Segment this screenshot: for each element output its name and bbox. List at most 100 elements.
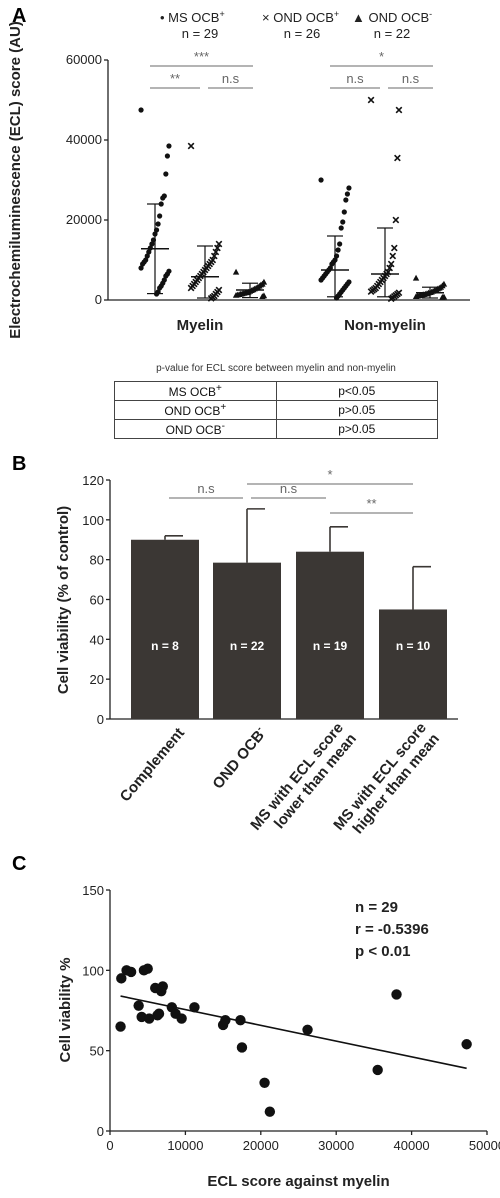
data-point [133,1000,144,1011]
y-tick-label: 40000 [66,132,102,147]
x-tick-label: 30000 [318,1138,354,1153]
x-tick-label: 40000 [394,1138,430,1153]
y-tick-label: 150 [82,883,104,898]
significance-label: n.s [346,71,364,86]
x-category-label: Non-myelin [344,317,426,334]
legend-entry: • MS OCB+ [160,9,225,25]
data-point [232,268,240,275]
pvalue-row-label: OND OCB+ [114,400,277,420]
x-category-sup: - [254,724,265,734]
y-tick-label: 120 [82,473,104,488]
data-point [214,244,221,252]
data-point [210,252,218,260]
significance-label: * [327,467,332,482]
data-point [264,1106,276,1117]
significance-label: n.s [222,71,240,86]
data-point [390,244,398,252]
y-tick-label: 40 [90,632,104,647]
data-point [391,989,402,1000]
legend-n: n = 26 [284,26,321,41]
regression-line [120,995,467,1070]
significance-label: * [379,49,384,64]
data-point [340,219,346,225]
pvalue-row-value: p<0.05 [275,381,438,401]
data-point [142,963,153,974]
legend-sup: + [334,9,339,19]
bar-n-label: n = 22 [230,639,265,653]
y-tick-label: 20 [90,672,104,687]
data-point [346,185,352,191]
data-point [187,284,195,292]
data-point [302,1024,313,1035]
data-point [341,209,347,215]
data-point [461,1039,472,1050]
legend-entry: × OND OCB+ [262,9,339,25]
stats-label: n = 29 [355,899,398,916]
data-point [412,274,420,281]
panel-a-chart: 0 20000 40000 60000 Electrochemiluminescence… [7,9,470,339]
legend-label: OND OCB [273,10,334,25]
y-axis-title: Cell viability % [57,957,74,1062]
y-tick-label: 20000 [66,212,102,227]
data-point [144,253,150,259]
data-point [343,197,349,203]
data-point [259,293,266,299]
data-point [189,1002,200,1013]
y-axis-title: Electrochemiluminescence (ECL) score (AU… [7,21,24,339]
data-point [329,261,335,267]
pvalue-row: OND OCB+ p>0.05 [114,400,438,420]
data-point [155,221,161,227]
significance-label: n.s [402,71,420,86]
significance-label: *** [194,49,209,64]
legend-marker: • [160,10,168,25]
data-point [232,292,240,298]
pvalue-row: MS OCB+ p<0.05 [114,381,438,401]
x-tick-label: 10000 [167,1138,203,1153]
panel-c-chart: 0 50 100 150 0 10000 20000 30000 40000 50000 Cell … [57,883,500,1190]
legend-label: MS OCB [168,10,219,25]
data-point [115,1021,126,1032]
bar [296,551,364,719]
legend-entry: ▲ OND OCB- [352,9,432,25]
pvalue-row-label: OND OCB- [114,419,277,439]
x-category-text: OND OCB [209,727,268,792]
data-point [140,261,146,267]
x-category-label: Myelin [177,317,224,334]
data-point [144,1013,155,1024]
data-point [163,273,169,279]
data-point [367,96,375,104]
panel-b-label: B [12,453,26,475]
data-point [236,1042,248,1053]
y-tick-label: 100 [82,963,104,978]
pvalue-table-title: p-value for ECL score between myelin and… [156,363,396,374]
data-point [215,240,223,248]
legend-sup: + [219,9,224,19]
data-point [318,177,324,183]
pvalue-row-value: p>0.05 [275,419,438,439]
data-point [318,277,324,283]
data-point [187,142,195,150]
bar-n-label: n = 10 [396,639,431,653]
y-tick-label: 0 [95,292,102,307]
data-point [157,213,163,219]
significance-label: n.s [197,481,215,496]
data-point [138,265,144,271]
x-category-text: Complement [117,725,188,806]
data-point [212,248,220,256]
data-point [338,225,344,231]
data-point [125,966,137,978]
significance-label: ** [170,71,180,86]
data-point [116,973,127,984]
data-point [146,249,152,255]
stats-label: r = -0.5396 [355,921,429,938]
bar [213,562,281,719]
data-point [392,216,400,224]
data-point [439,294,446,300]
y-tick-label: 0 [97,1124,104,1139]
data-point [235,1014,246,1026]
legend-n: n = 22 [374,26,411,41]
data-point [160,195,166,201]
legend-marker: × [262,10,273,25]
data-point [335,247,341,253]
